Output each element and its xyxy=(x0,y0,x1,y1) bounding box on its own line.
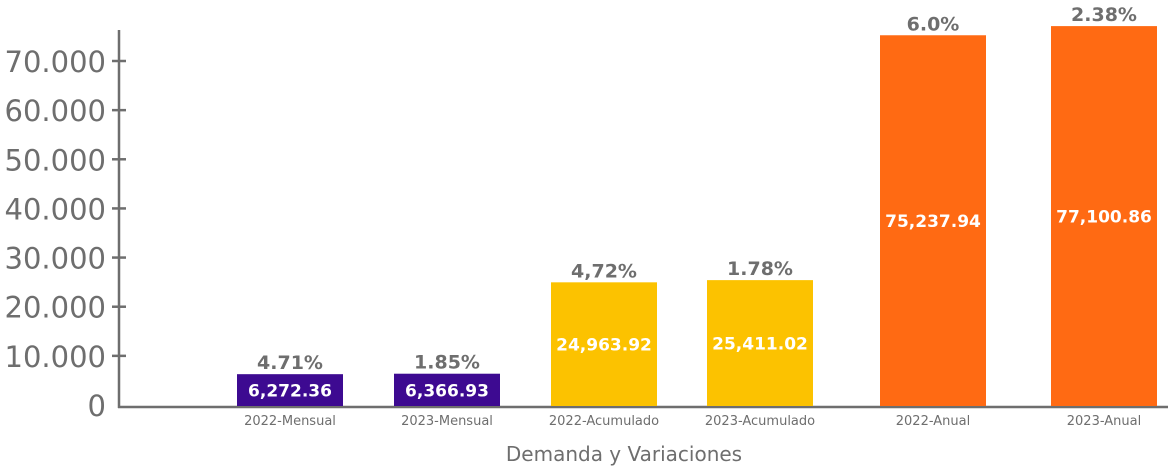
variation-label: 4.71% xyxy=(257,352,323,374)
y-tick-label: 70.000 xyxy=(5,45,106,79)
bar-2023-mensual xyxy=(394,373,500,406)
bar-2023-acumulado xyxy=(707,280,813,406)
variation-label: 1.85% xyxy=(414,352,480,374)
variation-label: 2.38% xyxy=(1071,4,1137,26)
y-tick-label: 60.000 xyxy=(5,94,106,128)
x-axis-label: Demanda y Variaciones xyxy=(506,442,742,466)
bar-value-label: 75,237.94 xyxy=(885,212,981,232)
bar-2022-acumulado xyxy=(551,282,657,406)
y-axis: 0 10.000 20.000 30.000 40.000 50.000 60.000 70.… xyxy=(5,30,1168,423)
bar-value-label: 77,100.86 xyxy=(1056,208,1152,228)
variation-label: 1.78% xyxy=(727,258,793,280)
bar-value-label: 6,272.36 xyxy=(248,382,332,402)
bar-2022-anual xyxy=(880,35,986,406)
y-tick-label: 30.000 xyxy=(5,242,106,276)
y-tick-label: 40.000 xyxy=(5,192,106,226)
bar-value-label: 25,411.02 xyxy=(712,335,808,355)
x-tick-label: 2022-Mensual xyxy=(244,414,336,429)
y-tick-label: 50.000 xyxy=(5,143,106,177)
bars: 6,272.36 4.71% 2022-Mensual 6,366.93 1.85% 20… xyxy=(237,4,1157,429)
variation-label: 4,72% xyxy=(571,260,637,282)
x-tick-label: 2023-Mensual xyxy=(401,414,493,429)
x-tick-label: 2022-Anual xyxy=(896,414,970,429)
y-tick-label: 10.000 xyxy=(5,340,106,374)
bar-2022-mensual xyxy=(237,374,343,406)
x-tick-label: 2022-Acumulado xyxy=(549,414,659,429)
bar-2023-anual xyxy=(1051,26,1157,407)
bar-value-label: 24,963.92 xyxy=(556,336,652,356)
variation-label: 6.0% xyxy=(907,13,960,35)
x-tick-label: 2023-Acumulado xyxy=(705,414,815,429)
y-tick-label: 20.000 xyxy=(5,291,106,325)
bar-value-label: 6,366.93 xyxy=(405,381,489,401)
y-tick-label: 0 xyxy=(88,389,106,423)
x-tick-label: 2023-Anual xyxy=(1067,414,1141,429)
